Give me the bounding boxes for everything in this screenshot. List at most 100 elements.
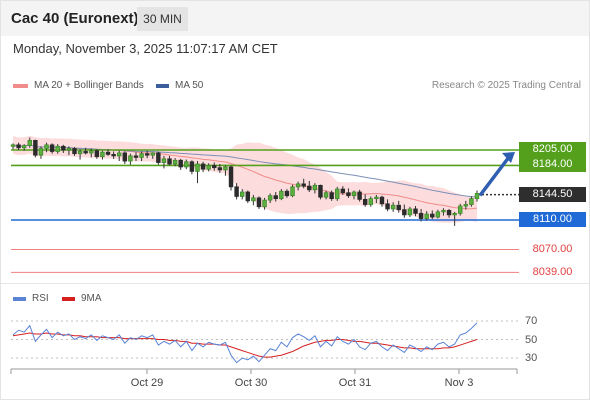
candle-body xyxy=(245,191,251,202)
candle-body xyxy=(172,159,178,165)
candle-body xyxy=(340,188,346,194)
candle-body xyxy=(105,151,111,155)
candle-body xyxy=(234,186,239,197)
legend-bollinger: MA 20 + Bollinger Bands xyxy=(13,80,144,91)
candle-body xyxy=(251,197,256,202)
candle-body xyxy=(307,185,312,191)
legend-9ma-label: 9MA xyxy=(81,293,102,304)
candle-body xyxy=(44,144,49,149)
candle-body xyxy=(441,210,446,213)
page-title: Cac 40 (Euronext) xyxy=(11,10,139,27)
rsi-tick-30: 30 xyxy=(525,352,538,364)
legend-rsi-label: RSI xyxy=(32,293,49,304)
header-bar xyxy=(1,1,589,36)
level-tag-support-1: 8070.00 xyxy=(532,243,573,255)
rsi-tick-50: 50 xyxy=(525,334,538,346)
candle-body xyxy=(184,161,189,168)
candle-body xyxy=(446,210,452,216)
candle-body xyxy=(156,152,161,163)
rsi-9ma-line xyxy=(12,332,478,358)
legend-swatch-rsi xyxy=(13,296,26,301)
candle-body xyxy=(77,151,83,155)
level-tag-current-price: 8144.50 xyxy=(519,187,586,202)
credit-text: Research © 2025 Trading Central xyxy=(431,80,581,91)
timestamp: Monday, November 3, 2025 11:07:17 AM CET xyxy=(13,41,278,56)
candle-body xyxy=(122,152,128,162)
candle-body xyxy=(435,211,441,218)
candle-body xyxy=(111,154,116,157)
candle-body xyxy=(72,148,77,155)
candle-body xyxy=(362,198,368,205)
candle-body xyxy=(385,203,390,210)
candle-body xyxy=(161,158,167,163)
candle-body xyxy=(273,195,278,200)
candle-body xyxy=(150,152,155,156)
x-tick-label: Nov 3 xyxy=(444,377,474,389)
candle-body xyxy=(21,145,27,149)
candle-body xyxy=(312,184,318,191)
candle-body xyxy=(228,166,234,188)
candle-body xyxy=(27,140,32,146)
legend-9ma: 9MA xyxy=(62,293,102,304)
legend-ma50-label: MA 50 xyxy=(175,80,204,91)
candle-body xyxy=(301,183,306,187)
timeframe-button[interactable]: 30 MIN xyxy=(137,7,188,31)
candle-body xyxy=(413,208,418,214)
candle-body xyxy=(167,158,172,165)
candle-body xyxy=(89,150,94,154)
candle-body xyxy=(239,191,245,197)
legend-swatch-ma50 xyxy=(156,83,169,88)
candle-body xyxy=(33,140,38,156)
candle-body xyxy=(16,144,21,149)
candle-body xyxy=(463,204,469,207)
candle-body xyxy=(279,190,284,200)
candle-body xyxy=(128,155,133,162)
candle-body xyxy=(284,190,290,197)
candle-body xyxy=(290,186,295,197)
legend-swatch-9ma xyxy=(62,296,75,301)
candle-body xyxy=(390,204,396,210)
legend-ma50: MA 50 xyxy=(156,80,203,91)
candle-body xyxy=(351,191,357,197)
candle-body xyxy=(318,184,323,198)
candle-body xyxy=(329,192,334,200)
candle-body xyxy=(83,151,88,154)
candle-body xyxy=(469,198,474,205)
candle-body xyxy=(357,191,362,200)
panel-separator xyxy=(1,283,589,284)
candle-body xyxy=(374,196,379,200)
candle-body xyxy=(133,155,139,158)
candle-body xyxy=(323,192,329,198)
level-tag-pivot: 8110.00 xyxy=(519,212,586,227)
legend-bollinger-label: MA 20 + Bollinger Bands xyxy=(34,80,144,91)
candle-body xyxy=(424,213,429,219)
candle-body xyxy=(200,163,206,170)
candle-body xyxy=(267,195,273,201)
candle-body xyxy=(346,192,351,197)
candle-body xyxy=(10,144,16,147)
candle-body xyxy=(452,212,457,216)
candle-body xyxy=(139,153,144,158)
candle-body xyxy=(418,212,424,219)
candle-body xyxy=(407,208,413,216)
candle-body xyxy=(402,209,407,216)
candle-body xyxy=(55,145,60,152)
ma50-line xyxy=(12,144,478,198)
rsi-tick-70: 70 xyxy=(525,315,538,327)
level-tag-resistance-2: 8205.00 xyxy=(519,142,586,157)
rsi-line xyxy=(12,322,478,364)
candle-body xyxy=(66,148,72,151)
forecast-arrow-shaft xyxy=(478,155,511,197)
candle-body xyxy=(379,196,385,205)
candle-body xyxy=(458,205,463,214)
candle-body xyxy=(100,151,105,158)
candle-body xyxy=(256,197,262,208)
candle-body xyxy=(223,166,228,171)
x-tick-label: Oct 30 xyxy=(234,377,268,389)
candle-body xyxy=(217,167,223,171)
candle-body xyxy=(144,153,150,156)
x-tick-label: Oct 29 xyxy=(130,377,164,389)
candle-body xyxy=(94,150,100,158)
legend-rsi: RSI xyxy=(13,293,49,304)
